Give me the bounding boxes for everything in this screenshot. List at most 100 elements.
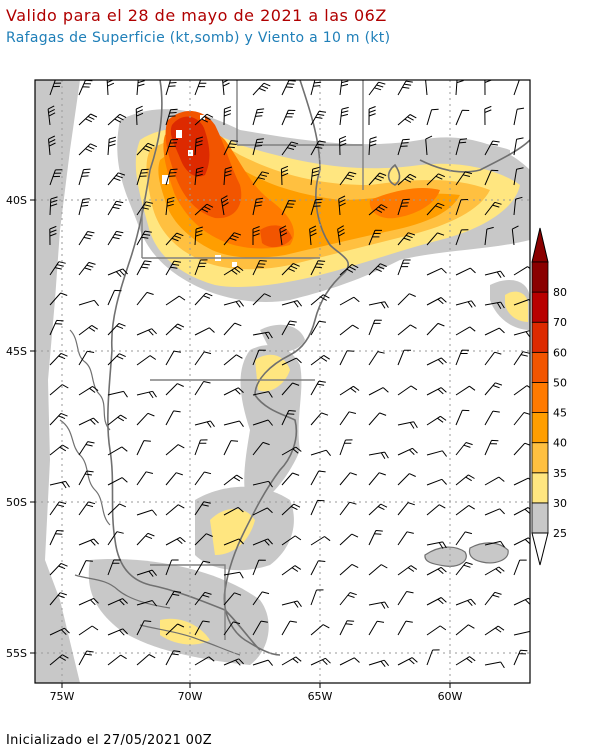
wind-barb <box>165 650 181 666</box>
wind-barb <box>513 649 528 666</box>
wind-barb <box>49 654 69 666</box>
wind-barb <box>280 165 289 186</box>
wind-barb <box>455 199 469 216</box>
wind-barb <box>310 499 325 516</box>
wind-barb <box>397 502 415 516</box>
wind-barb <box>78 231 95 246</box>
wind-barb <box>455 109 470 126</box>
colorbar-segments <box>531 261 549 534</box>
wind-barb <box>484 591 502 606</box>
wind-barb <box>368 106 376 126</box>
wind-barb <box>281 535 302 546</box>
wind-barb <box>279 225 288 246</box>
wind-barb <box>107 322 126 336</box>
wind-barb <box>339 263 359 276</box>
lat-label-50s: 50S <box>6 496 27 509</box>
wind-barb <box>426 357 447 366</box>
lon-label-70w: 70W <box>178 690 203 703</box>
wind-barb <box>49 225 57 246</box>
wind-barb <box>281 263 300 276</box>
wind-barb <box>455 656 476 666</box>
wind-barb <box>397 620 413 636</box>
wind-barb <box>368 564 388 576</box>
wind-barb <box>194 80 208 96</box>
wind-barb <box>513 266 530 276</box>
wind-barb <box>513 137 524 156</box>
colorbar-segment <box>531 351 549 383</box>
wind-barb <box>339 80 349 96</box>
wind-barb <box>397 349 412 366</box>
wind-barb <box>484 105 492 126</box>
wind-barb <box>397 591 414 606</box>
wind-barb <box>165 559 179 576</box>
wind-barb <box>165 196 175 216</box>
wind-barb <box>78 501 96 516</box>
wind-barb <box>194 226 203 246</box>
wind-barb <box>49 480 70 489</box>
wind-barb <box>107 136 117 156</box>
wind-barb <box>194 113 214 126</box>
wind-barb <box>49 562 68 576</box>
wind-barb <box>513 631 530 636</box>
wind-barb <box>78 625 99 636</box>
wind-barb <box>165 504 185 516</box>
colorbar-label: 50 <box>553 376 567 389</box>
wind-barb <box>165 139 179 156</box>
wind-barb <box>165 260 181 276</box>
wind-barb <box>397 657 418 666</box>
wind-barb <box>136 532 155 546</box>
wind-barb <box>107 654 127 666</box>
wind-barb <box>455 300 476 308</box>
wind-barb <box>310 560 326 576</box>
wind-barb <box>49 80 63 96</box>
wind-barb <box>78 113 98 126</box>
wind-barb <box>136 328 157 336</box>
wind-barb <box>136 142 155 156</box>
wind-barb <box>107 503 127 516</box>
wind-barb <box>426 450 448 457</box>
wind-barb <box>281 382 300 396</box>
wind-barb <box>339 385 360 396</box>
wind-barb <box>252 659 273 666</box>
wind-barb <box>339 296 360 306</box>
wind-barb <box>165 444 185 456</box>
wind-barb <box>281 410 296 426</box>
wind-barb <box>426 297 447 306</box>
wind-barb <box>223 387 244 396</box>
wind-barb <box>281 600 302 608</box>
wind-barb <box>484 301 505 309</box>
wind-barb <box>309 225 317 246</box>
wind-barbs <box>47 80 530 669</box>
wind-barb <box>281 80 296 96</box>
wind-barb <box>223 506 244 516</box>
wind-barb <box>252 419 273 426</box>
wind-barb <box>368 204 388 216</box>
wind-barb <box>136 600 157 607</box>
colorbar-bottom-arrow <box>531 532 549 566</box>
wind-barb <box>136 168 149 186</box>
wind-barb <box>48 135 56 156</box>
wind-barb <box>194 166 204 186</box>
wind-barb <box>223 474 243 486</box>
wind-barb <box>310 589 324 606</box>
wind-barb <box>165 232 184 246</box>
wind-barb <box>135 105 144 126</box>
wind-barb <box>107 230 124 246</box>
wind-barb <box>223 166 233 186</box>
wind-barb <box>107 200 124 216</box>
wind-barb <box>78 350 95 366</box>
wind-barb <box>310 470 326 486</box>
wind-barb <box>78 168 91 186</box>
wind-barb <box>194 381 211 396</box>
wind-barb <box>281 320 297 336</box>
wind-barb <box>223 658 244 666</box>
colorbar-segment <box>531 291 549 323</box>
wind-barb <box>49 627 70 636</box>
wind-barb <box>310 536 331 546</box>
wind-barb <box>252 197 264 216</box>
lat-label-45s: 45S <box>6 345 27 358</box>
wind-barb <box>426 202 445 216</box>
wind-barb <box>136 201 153 216</box>
wind-barb <box>165 323 185 336</box>
wind-barb <box>310 657 331 666</box>
